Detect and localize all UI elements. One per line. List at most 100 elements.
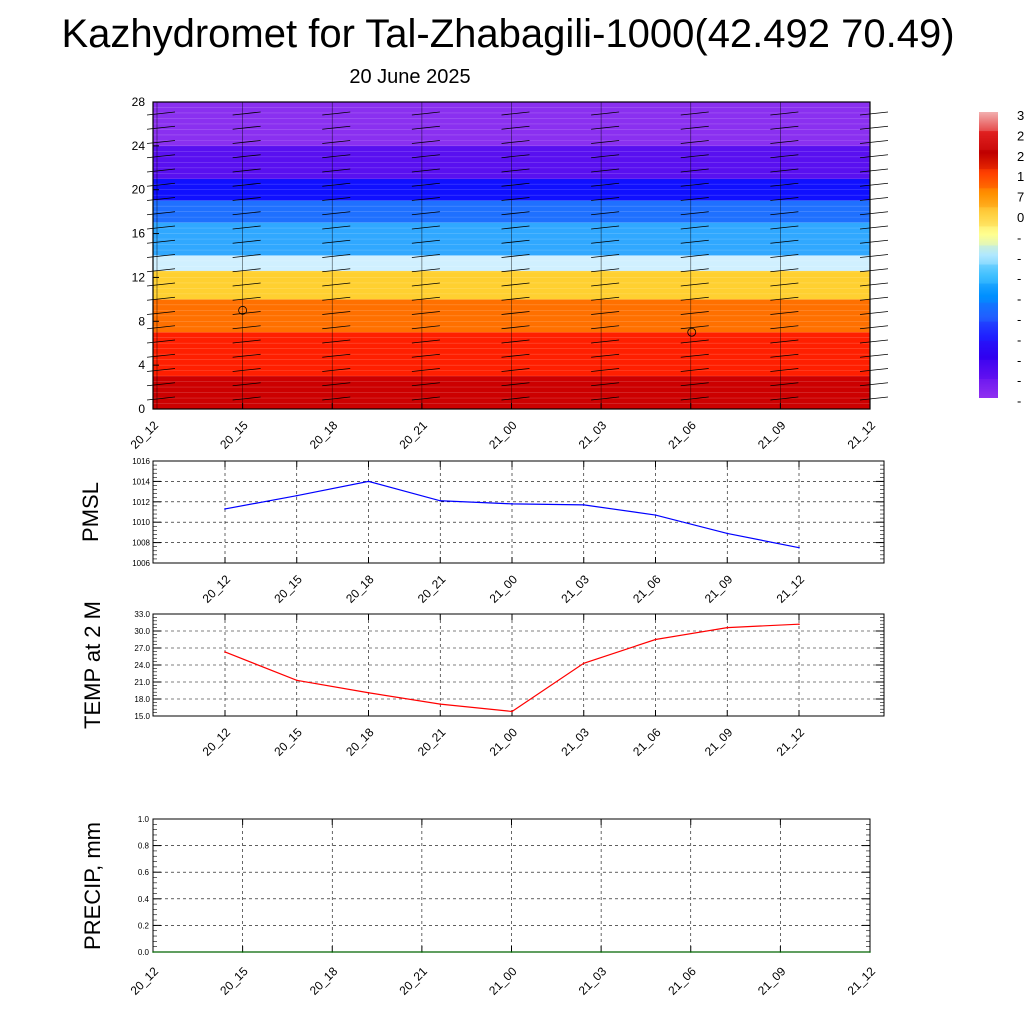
x-tick-label: 21_06 [630,725,664,759]
data-point [510,951,513,953]
wind-barb [411,211,440,216]
data-point [869,951,871,953]
wind-barb [680,339,709,344]
wind-barb [591,296,620,301]
wind-barb [322,382,351,387]
wind-barb [591,239,620,244]
y-tick-label: 0.2 [138,921,150,930]
wind-barb [859,368,889,372]
wind-barb [770,125,799,130]
wind-barb [501,311,530,315]
wind-barb [680,254,709,258]
wind-barb [680,239,709,244]
wind-barb [501,111,530,116]
wind-barb [501,140,530,144]
wind-barb [591,339,620,344]
colorbar-cell [979,226,998,246]
wind-barb [146,353,176,358]
wind-barb [322,339,351,344]
y-tick-label: 18.0 [134,695,150,704]
wind-barb [146,111,176,116]
y-tick-label: 1014 [132,477,150,486]
wind-barb [680,211,709,216]
wind-barb [859,140,889,144]
wind-barb [501,325,530,330]
wind-barb [322,154,351,159]
wind-barb [501,197,530,201]
x-tick-label: 21_12 [845,418,879,452]
colorbar-label: - [1017,332,1021,347]
data-point [331,951,334,953]
colorbar-cell [979,264,998,284]
wind-barb [322,282,351,287]
wind-barb [591,268,620,273]
wind-barb [591,125,620,130]
colorbar-cell [979,283,998,303]
data-point [582,662,585,665]
wind-barb [680,168,709,173]
colorbar-cell [979,378,998,398]
wind-barb [770,154,799,159]
wind-barb [501,225,530,230]
wind-barb [501,239,530,244]
x-tick-label: 20_12 [128,964,162,998]
wind-barb [680,296,709,301]
wind-barb [322,254,351,258]
wind-barb [859,311,889,315]
data-point [654,514,657,516]
x-tick-label: 21_09 [755,418,789,452]
wind-barb [591,182,620,187]
wind-barb [591,197,620,201]
wind-barb [859,182,889,187]
data-point [654,638,657,641]
wind-barb [859,154,889,159]
wind-barb [680,325,709,330]
colorbar-label: 2 [1017,128,1024,143]
wind-barb [680,182,709,187]
wind-barb [146,125,176,130]
wind-barb [322,353,351,358]
wind-barb [770,339,799,344]
wind-barb [591,282,620,287]
x-tick-label: 21_06 [665,418,699,452]
y-tick-label: 15.0 [134,712,150,721]
wind-barb [680,154,709,159]
y-tick-label: 0.0 [138,948,150,957]
colorbar-cell [979,188,998,208]
wind-barb [411,311,440,315]
wind-barb [680,197,709,201]
wind-barb [232,339,261,344]
wind-barb [411,339,440,344]
wind-barb [591,225,620,230]
wind-barb [411,197,440,201]
wind-barb [411,182,440,187]
wind-barb [411,282,440,287]
wind-barb [322,182,351,187]
wind-barb [770,111,799,116]
x-tick-label: 20_12 [200,572,234,606]
wind-barb [232,111,261,116]
x-tick-label: 21_12 [774,572,808,606]
wind-barb [146,296,176,301]
wind-barb [232,254,261,258]
wind-barb [411,382,440,387]
wind-barb [501,254,530,258]
y-tick-label: 24.0 [134,661,150,670]
wind-barb [770,268,799,273]
wind-barb [501,211,530,216]
wind-barb [411,325,440,330]
data-point [421,951,423,953]
wind-barb [501,339,530,344]
wind-barb [322,311,351,315]
wind-barb [146,268,176,273]
wind-barb [501,282,530,287]
wind-barb [591,311,620,315]
y-tick-label: 24 [132,139,146,153]
wind-barb [322,239,351,244]
wind-barb [322,125,351,130]
colorbar-cell [979,340,998,360]
data-point [439,499,442,502]
wind-barb [770,396,799,401]
x-tick-label: 21_12 [774,725,808,759]
wind-barb [146,325,176,330]
